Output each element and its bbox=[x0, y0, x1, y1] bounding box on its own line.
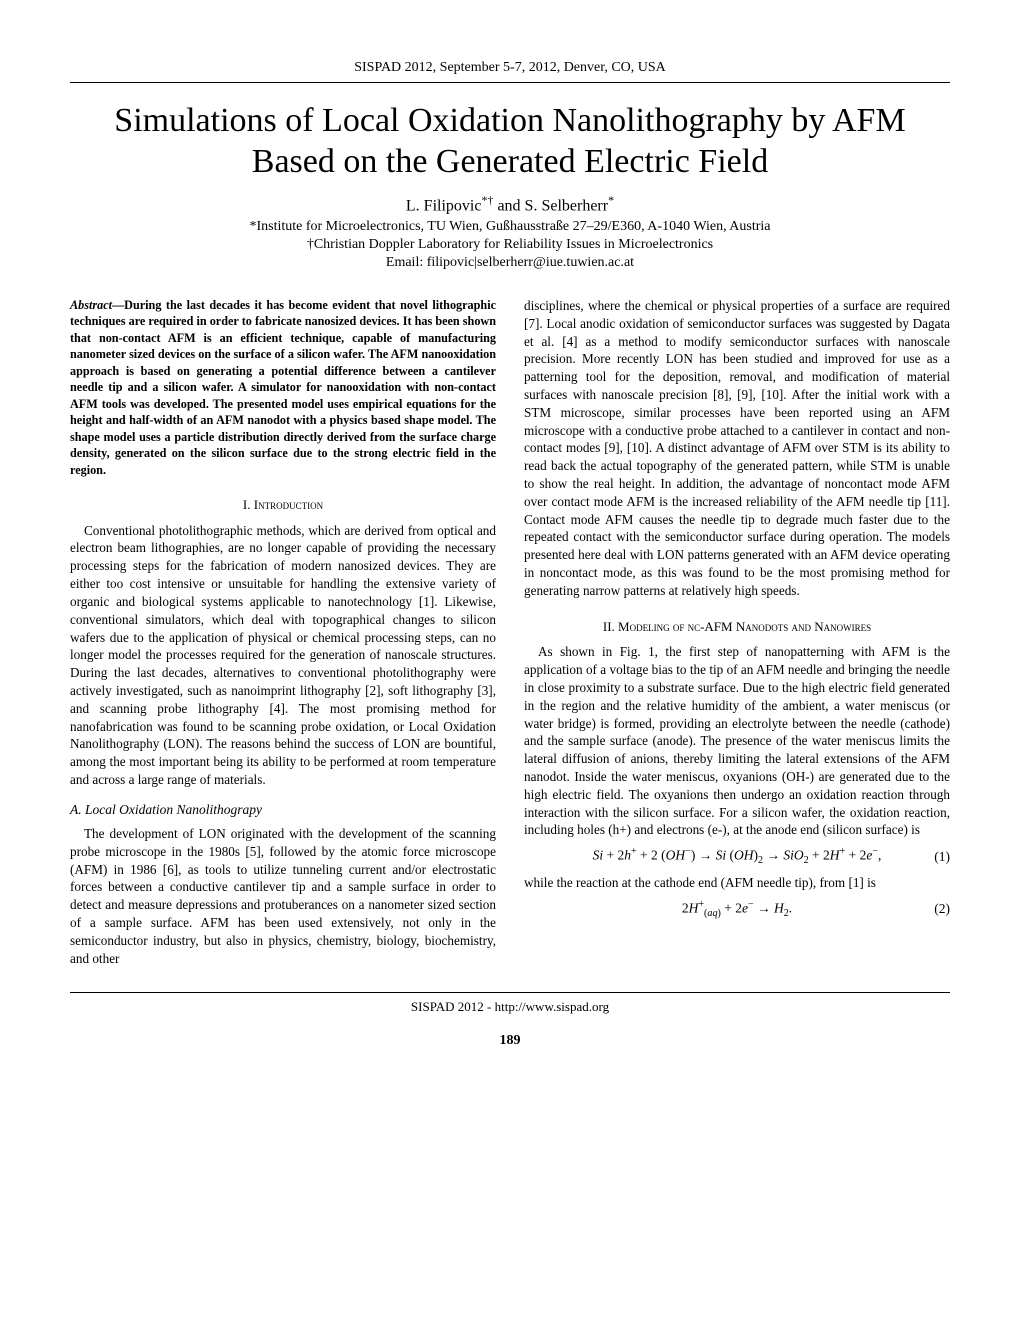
subsection-a-paragraph-1: The development of LON originated with t… bbox=[70, 825, 496, 968]
equation-1-body: Si + 2h+ + 2 (OH−) → Si (OH)2 → SiO2 + 2… bbox=[593, 845, 882, 868]
subsection-a-heading: A. Local Oxidation Nanolithograpy bbox=[70, 801, 496, 819]
equation-2: 2H+(aq) + 2e− → H2. (2) bbox=[524, 898, 950, 921]
abstract-label: Abstract bbox=[70, 298, 112, 312]
abstract-block: Abstract—During the last decades it has … bbox=[70, 297, 496, 478]
affiliation-2: †Christian Doppler Laboratory for Reliab… bbox=[70, 237, 950, 253]
footer-line: SISPAD 2012 - http://www.sispad.org bbox=[70, 999, 950, 1015]
section-2-paragraph-2: while the reaction at the cathode end (A… bbox=[524, 874, 950, 892]
section-1-heading: I. Introduction bbox=[70, 496, 496, 514]
column-right: disciplines, where the chemical or physi… bbox=[524, 297, 950, 972]
header-rule bbox=[70, 82, 950, 83]
page-number: 189 bbox=[70, 1033, 950, 1049]
section-2-paragraph-1: As shown in Fig. 1, the first step of na… bbox=[524, 643, 950, 839]
paper-page: SISPAD 2012, September 5-7, 2012, Denver… bbox=[0, 0, 1020, 1320]
affiliation-email: Email: filipovic|selberherr@iue.tuwien.a… bbox=[70, 255, 950, 271]
affiliation-1: *Institute for Microelectronics, TU Wien… bbox=[70, 219, 950, 235]
authors-line: L. Filipovic*† and S. Selberherr* bbox=[70, 193, 950, 215]
footer-rule bbox=[70, 992, 950, 993]
equation-1: Si + 2h+ + 2 (OH−) → Si (OH)2 → SiO2 + 2… bbox=[524, 845, 950, 868]
col2-paragraph-1: disciplines, where the chemical or physi… bbox=[524, 297, 950, 600]
equation-2-body: 2H+(aq) + 2e− → H2. bbox=[682, 898, 792, 921]
conference-header: SISPAD 2012, September 5-7, 2012, Denver… bbox=[70, 60, 950, 76]
equation-2-number: (2) bbox=[934, 900, 950, 918]
paper-title: Simulations of Local Oxidation Nanolitho… bbox=[70, 101, 950, 183]
equation-1-number: (1) bbox=[934, 848, 950, 866]
two-column-body: Abstract—During the last decades it has … bbox=[70, 297, 950, 972]
section-1-paragraph-1: Conventional photolithographic methods, … bbox=[70, 522, 496, 789]
section-2-heading: II. Modeling of nc-AFM Nanodots and Nano… bbox=[524, 618, 950, 636]
column-left: Abstract—During the last decades it has … bbox=[70, 297, 496, 972]
abstract-text: —During the last decades it has become e… bbox=[70, 298, 496, 477]
